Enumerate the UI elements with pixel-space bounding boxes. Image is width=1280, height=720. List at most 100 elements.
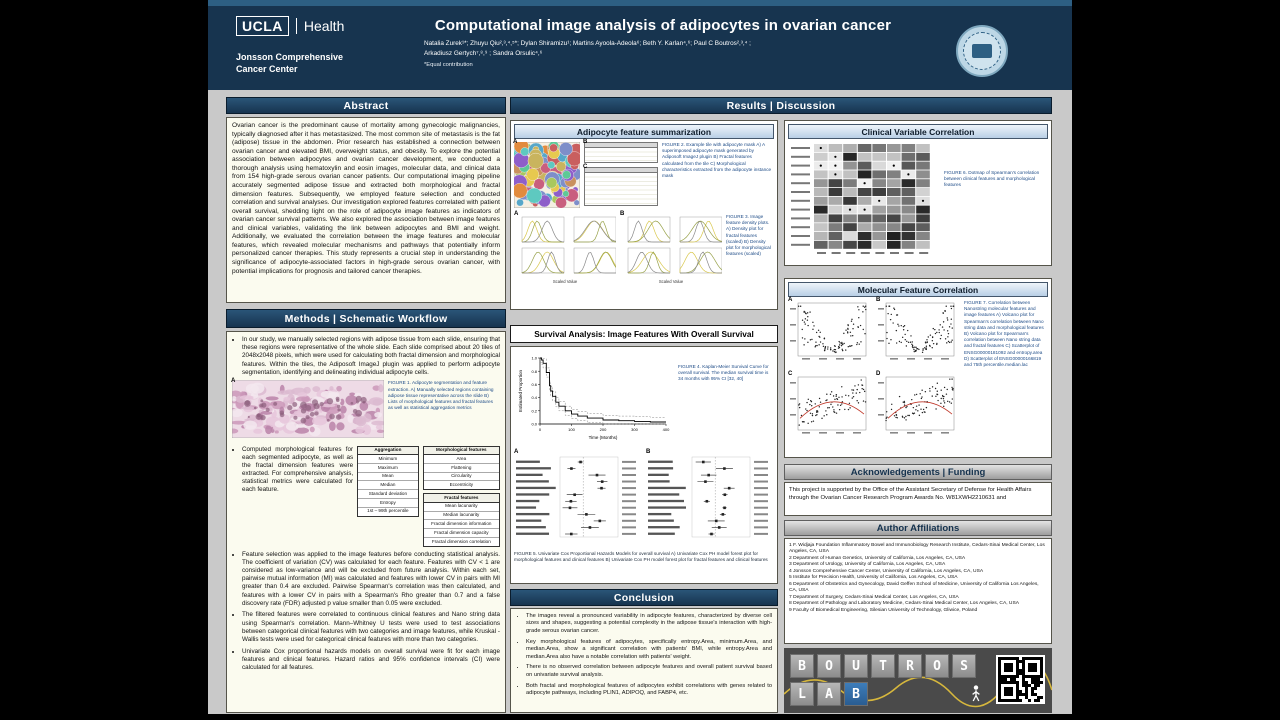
boutros-lab-footer: B O U T R O S L A B [784, 648, 1052, 713]
methods-bullet-5: Univariate Cox proportional hazards mode… [242, 648, 500, 673]
title-block: Computational image analysis of adipocyt… [408, 17, 918, 68]
aggregation-row: Mean [358, 473, 418, 482]
methods-panel: In our study, we manually selected regio… [226, 331, 506, 713]
figure2-table-b-wrap: B [583, 139, 658, 163]
morphological-row: Eccentricity [449, 482, 474, 488]
features-row: Computed morphological features for each… [232, 445, 500, 547]
acknowledgements-panel: This project is supported by the Office … [784, 482, 1052, 516]
adipocyte-panel: Adipocyte feature summarization A B [510, 120, 778, 310]
figure7-label-c: C [788, 371, 793, 377]
fractal-values-table [584, 142, 658, 163]
affiliation-item: 6 Department of Obstetrics and Gynecolog… [789, 581, 1039, 594]
conclusion-list: The images reveal a pronounced variabili… [516, 613, 772, 698]
density-group-b: B Scaled Value [620, 211, 723, 284]
cancer-center-line1: Jonsson Comprehensive [236, 52, 344, 62]
letter-tile: T [871, 654, 895, 678]
morphological-row: Area [423, 455, 499, 464]
clinical-panel: Clinical Variable Correlation FIGURE 6. … [784, 120, 1052, 266]
figure1-caption: FIGURE 1. Adipocyte segmentation and fea… [388, 380, 494, 411]
fractal-features-table: Fractal features Mean lacunarity Median … [422, 493, 500, 547]
affiliation-item: 8 Department of Pathology and Laboratory… [789, 601, 1019, 607]
svg-text:1.0: 1.0 [531, 356, 537, 361]
methods-bullet-3: Feature selection was applied to the ima… [242, 551, 500, 608]
letter-tile: A [817, 682, 841, 706]
aggregation-row: Standard deviation [358, 490, 418, 500]
affiliation-item: 5 Institute for Precision Health, Univer… [789, 575, 958, 581]
svg-text:300: 300 [631, 427, 638, 432]
svg-text:Time (Months): Time (Months) [589, 435, 618, 440]
molecular-subheader: Molecular Feature Correlation [788, 282, 1048, 297]
figure2-row: A B C [511, 138, 774, 210]
survival-panel: 0.0 0.2 0.4 0.6 0.8 1.0 0 100 200 300 400 Time (Mon… [510, 346, 778, 584]
figure2-label-a: A [513, 139, 518, 145]
fractal-row: Mean lacunarity [423, 503, 499, 512]
svg-text:0.8: 0.8 [531, 369, 537, 374]
methods-section-header: Methods | Schematic Workflow [226, 309, 506, 328]
figure3-label-a: A [514, 211, 519, 217]
adipocyte-tile-wrap: A [511, 138, 584, 210]
acknowledgements-section-header: Acknowledgements | Funding [784, 464, 1052, 480]
volcano-b-wrap: B [876, 297, 960, 370]
cancer-center-name: Jonsson Comprehensive Cancer Center [236, 52, 343, 75]
morphology-values-table-head [585, 168, 657, 173]
morphology-values-table-body [585, 173, 657, 205]
fractal-values-table-head [585, 143, 657, 148]
letter-tile: S [952, 654, 976, 678]
scatter-plot-c [790, 376, 867, 434]
seal-ring [963, 32, 1001, 70]
molecular-plot-grid: A B C D [788, 297, 960, 444]
svg-text:Estimated Proportion: Estimated Proportion [518, 369, 523, 412]
aggregation-table: Aggregation Minimum Maximum Mean Median … [357, 445, 419, 517]
density-plots-morphological [627, 216, 723, 274]
letter-tile: R [898, 654, 922, 678]
letter-tile: U [844, 654, 868, 678]
figure5-caption: FIGURE 5. Univariate Cox Proportional Ha… [514, 551, 768, 563]
svg-text:0.6: 0.6 [531, 382, 537, 387]
ucla-logo-box: UCLA [236, 16, 289, 36]
results-section-header: Results | Discussion [510, 97, 1052, 114]
figure4-caption: FIGURE 4. Kaplan-Meier Survival Curve fo… [678, 364, 769, 382]
forest-plot-a [516, 456, 636, 538]
figure5-label-a: A [514, 449, 519, 455]
affiliation-item: 3 Department of Urology, University of C… [789, 562, 946, 568]
poster-title: Computational image analysis of adipocyt… [434, 17, 892, 34]
aggregation-row: Entropy [358, 499, 418, 508]
acknowledgements-text: This project is supported by the Office … [789, 487, 1032, 501]
qr-code [996, 655, 1045, 704]
methods-list-3: Feature selection was applied to the ima… [232, 551, 500, 672]
figure2-label-b: B [583, 139, 588, 145]
methods-bullet-4: The filtered features were correlated to… [242, 611, 500, 644]
density-a-axis-label: Scaled Value [552, 279, 578, 284]
figure5-label-b: B [646, 449, 651, 455]
clinical-subheader: Clinical Variable Correlation [788, 124, 1048, 139]
fractal-row: Fractal dimension correlation [431, 538, 491, 544]
cancer-center-line2: Cancer Center [236, 63, 298, 74]
figure1-panel-label: A [231, 378, 236, 385]
density-b-axis-label: Scaled Value [658, 279, 684, 284]
affiliation-item: 7 Department of Surgery, Cedars-Sinai Me… [789, 594, 959, 600]
figure3-row: A Scaled Value B Scaled Value FIGURE 3. … [514, 211, 774, 284]
svg-text:400: 400 [663, 427, 670, 432]
morphology-values-table [584, 167, 658, 206]
morphological-table-title: Morphological features [423, 446, 499, 456]
authors-line-1: Natalia Zurek¹*; Zhuyu Qiu²,³,⁴,⁵*; Dyla… [424, 40, 751, 47]
conclusion-section-header: Conclusion [510, 589, 778, 606]
figure2-tables: B C [583, 139, 658, 206]
adipocyte-tile [511, 138, 584, 209]
affiliation-item: 9 Faculty of Biomedical Engineering, Sil… [789, 607, 978, 613]
histology-image [226, 380, 387, 439]
methods-list-2: Computed morphological features for each… [232, 446, 353, 499]
figure1-row: A FIGURE 1. Adipocyte segmentation and f… [226, 378, 500, 441]
density-plots-fractal [521, 216, 617, 274]
equal-contribution-note: *Equal contribution [424, 61, 473, 68]
figure7-label-b: B [876, 297, 881, 303]
abstract-section-header: Abstract [226, 97, 506, 114]
volcano-plot-b [878, 302, 955, 360]
svg-text:0: 0 [539, 427, 542, 432]
figure7-row: A B C D FIGURE 7. [788, 297, 1048, 444]
adipocyte-subheader: Adipocyte feature summarization [514, 124, 774, 139]
affiliations-section-header: Author Affiliations [784, 520, 1052, 536]
aggregation-row: 1st – 99th percentile [367, 508, 409, 514]
affiliations-panel: 1 F. Widjaja Foundation Inflammatory Bow… [784, 538, 1052, 644]
